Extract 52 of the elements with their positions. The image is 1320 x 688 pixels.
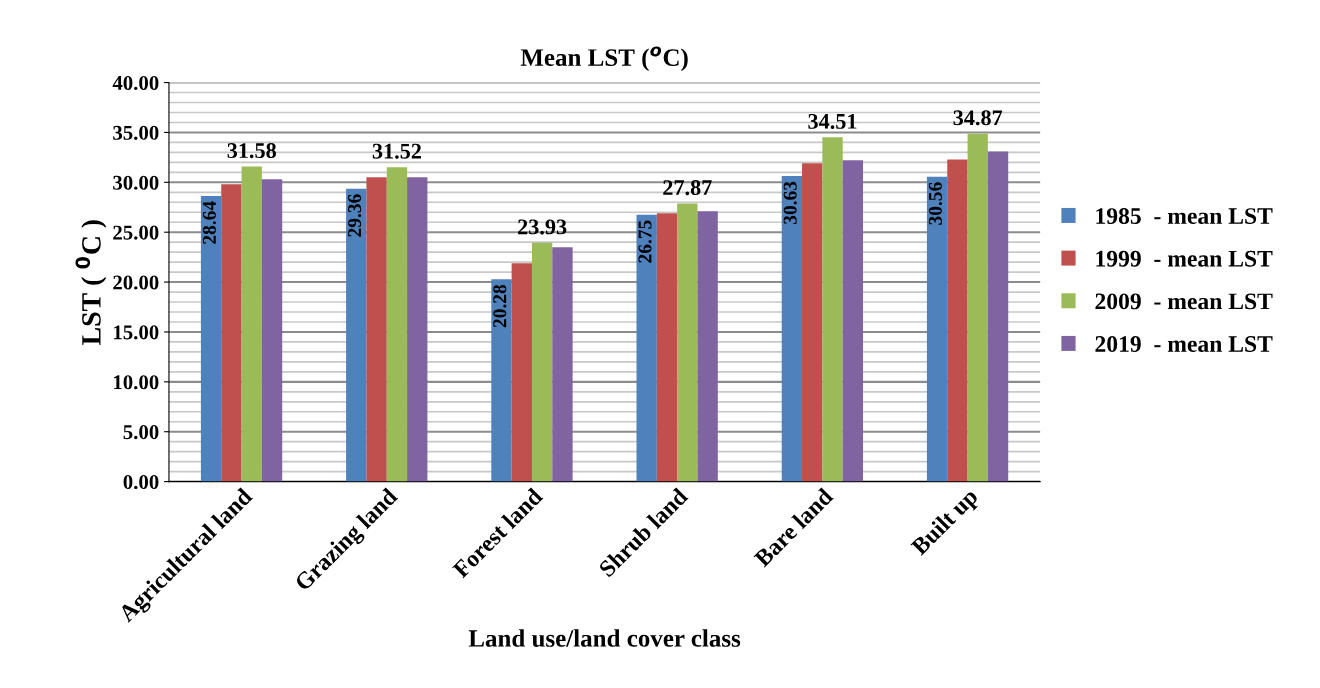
y-tick-label: 40.00 <box>112 75 159 91</box>
bar <box>200 195 222 482</box>
data-label: 31.58 <box>227 143 276 159</box>
data-label: 28.64 <box>202 201 217 244</box>
y-tick-label: 15.00 <box>114 325 159 340</box>
y-tick-label: 20.00 <box>113 275 159 290</box>
bar <box>241 166 262 482</box>
bar <box>386 167 408 482</box>
legend-label: 2019 - mean LST <box>1095 336 1273 352</box>
bar <box>552 247 573 482</box>
bar <box>822 137 843 482</box>
bar <box>926 176 948 482</box>
bar <box>677 203 698 482</box>
bar <box>967 133 988 482</box>
y-tick-label: 25.00 <box>113 225 159 240</box>
y-tick-label: 35.00 <box>113 125 159 140</box>
bar <box>802 163 823 482</box>
bar <box>531 242 553 482</box>
bar <box>947 159 968 482</box>
chart-title: Mean LST ($^{o}$C) <box>520 46 688 72</box>
y-tick-label: 30.00 <box>113 175 159 190</box>
bar <box>407 177 428 482</box>
data-label: 30.56 <box>928 182 943 225</box>
bar <box>511 263 532 482</box>
bar <box>221 184 242 482</box>
y-tick-label: 10.00 <box>114 375 159 390</box>
data-label: 34.87 <box>953 110 1003 126</box>
data-label: 29.36 <box>348 194 362 237</box>
data-label: 34.51 <box>808 113 857 129</box>
bar <box>636 214 657 482</box>
legend-label: 1985 - mean LST <box>1096 208 1273 224</box>
data-label: 26.75 <box>638 220 652 263</box>
data-label: 23.93 <box>518 219 567 235</box>
data-label: 20.28 <box>493 284 507 328</box>
bar <box>697 211 718 482</box>
bar <box>987 151 1009 482</box>
data-label: 30.63 <box>783 181 797 225</box>
bar <box>261 179 283 482</box>
bar <box>781 176 803 482</box>
data-label: 31.52 <box>372 143 421 159</box>
bar <box>842 160 864 482</box>
y-tick-label: 5.00 <box>123 425 159 440</box>
bar <box>346 188 367 482</box>
legend-label: 1999 - mean LST <box>1096 250 1273 267</box>
x-axis-title: Land use/land cover class <box>468 629 741 647</box>
legend-label: 2009 - mean LST <box>1095 293 1273 310</box>
data-label: 27.87 <box>663 180 712 196</box>
y-axis-title: LST ( $^{0}$C ) <box>75 220 107 345</box>
bar <box>656 213 678 482</box>
bar <box>366 177 387 482</box>
y-tick-label: 0.00 <box>123 474 159 490</box>
bar <box>491 279 512 482</box>
